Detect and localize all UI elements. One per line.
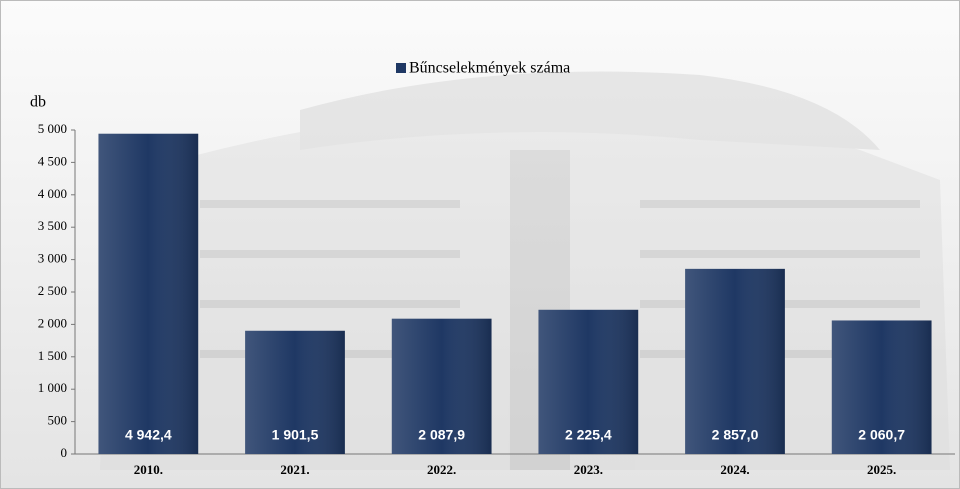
bar-shade: [685, 268, 785, 454]
x-tick-label: 2023.: [574, 462, 603, 477]
y-tick-label: 1 000: [38, 380, 67, 395]
y-axis-label: db: [30, 94, 46, 111]
bar-shade: [538, 309, 639, 454]
y-tick-label: 3 500: [38, 218, 67, 233]
y-tick-label: 2 000: [38, 315, 67, 330]
value-label: 4 942,4: [125, 427, 172, 443]
y-tick-label: 0: [61, 445, 68, 460]
bar-shade: [391, 318, 492, 454]
y-tick-label: 4 000: [38, 186, 67, 201]
y-tick-label: 4 500: [38, 153, 67, 168]
y-tick-label: 5 000: [38, 121, 67, 136]
x-tick-label: 2022.: [427, 462, 456, 477]
x-tick-label: 2010.: [134, 462, 163, 477]
value-label: 2 087,9: [418, 427, 465, 443]
legend-label: Bűncselekmények száma: [409, 60, 570, 77]
value-label: 2 225,4: [565, 427, 612, 443]
y-tick-label: 3 000: [38, 251, 67, 266]
x-tick-label: 2024.: [720, 462, 749, 477]
legend-swatch: [396, 63, 406, 73]
value-label: 1 901,5: [272, 427, 319, 443]
x-tick-label: 2025.: [867, 462, 896, 477]
bar-shade: [245, 330, 345, 454]
y-tick-label: 2 500: [38, 283, 67, 298]
y-tick-label: 500: [48, 413, 68, 428]
x-tick-label: 2021.: [280, 462, 309, 477]
value-label: 2 857,0: [712, 427, 759, 443]
y-tick-label: 1 500: [38, 348, 67, 363]
bar-shade: [831, 320, 932, 454]
value-label: 2 060,7: [858, 427, 905, 443]
bar-shade: [98, 133, 199, 454]
